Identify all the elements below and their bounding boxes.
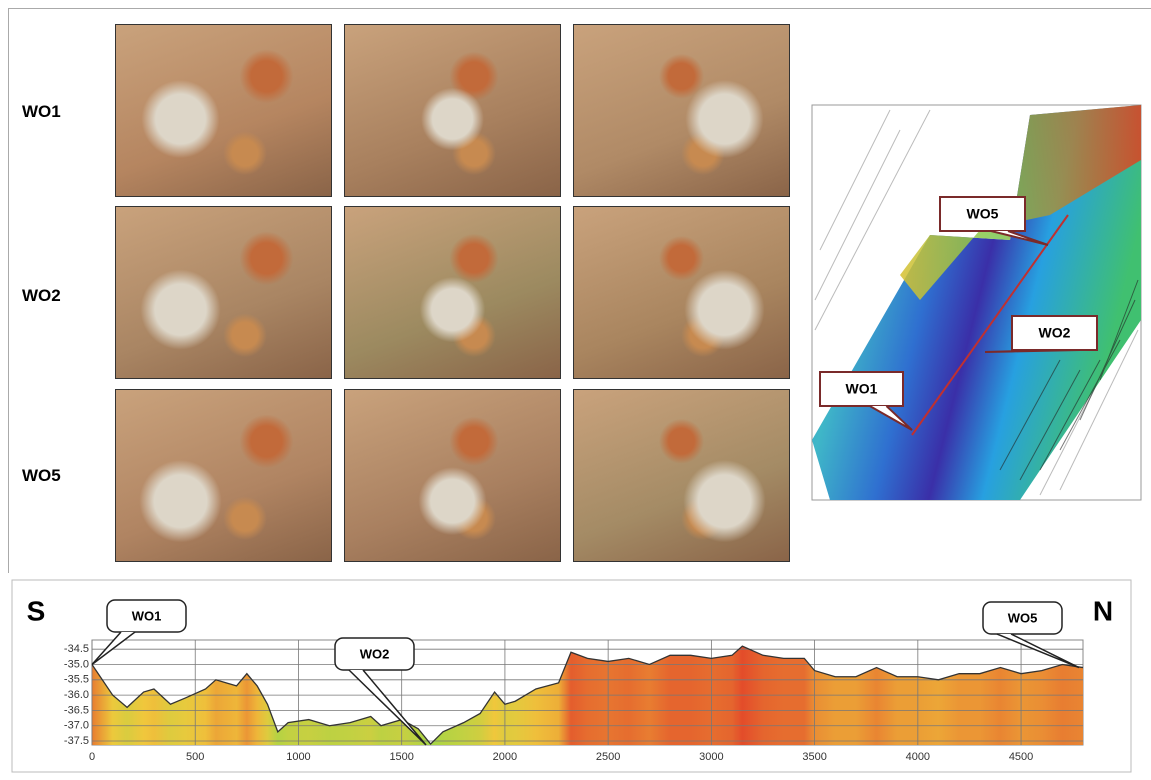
x-tick-label: 1500 (389, 751, 413, 763)
y-tick-label: -36.0 (64, 689, 89, 701)
y-tick-label: -37.0 (64, 720, 89, 732)
x-tick-label: 500 (186, 751, 204, 763)
x-tick-label: 0 (89, 751, 95, 763)
x-tick-label: 3500 (802, 751, 826, 763)
side-label: S (27, 595, 46, 626)
y-tick-label: -35.0 (64, 658, 89, 670)
x-tick-label: 3000 (699, 751, 723, 763)
callout-label: WO1 (132, 608, 162, 623)
x-tick-label: 4000 (906, 751, 930, 763)
chart: S N -34.5 -35.0 -35.5 -36.0 -36.5 -37.0 -37.50… (0, 0, 1151, 780)
figure: WO1 WO2 WO5 WO5WO2WO1 S N -34.5-35.0-35.… (0, 0, 1151, 780)
x-tick-label: 4500 (1009, 751, 1033, 763)
callout-label: WO2 (360, 646, 390, 661)
x-tick-label: 2500 (596, 751, 620, 763)
y-tick-label: -34.5 (64, 643, 89, 655)
callout-label: WO5 (1008, 610, 1038, 625)
x-tick-label: 1000 (286, 751, 310, 763)
y-tick-label: -35.5 (64, 674, 89, 686)
side-label: N (1093, 595, 1113, 626)
y-tick-label: -37.5 (64, 735, 89, 747)
x-tick-label: 2000 (493, 751, 517, 763)
y-tick-label: -36.5 (64, 704, 89, 716)
